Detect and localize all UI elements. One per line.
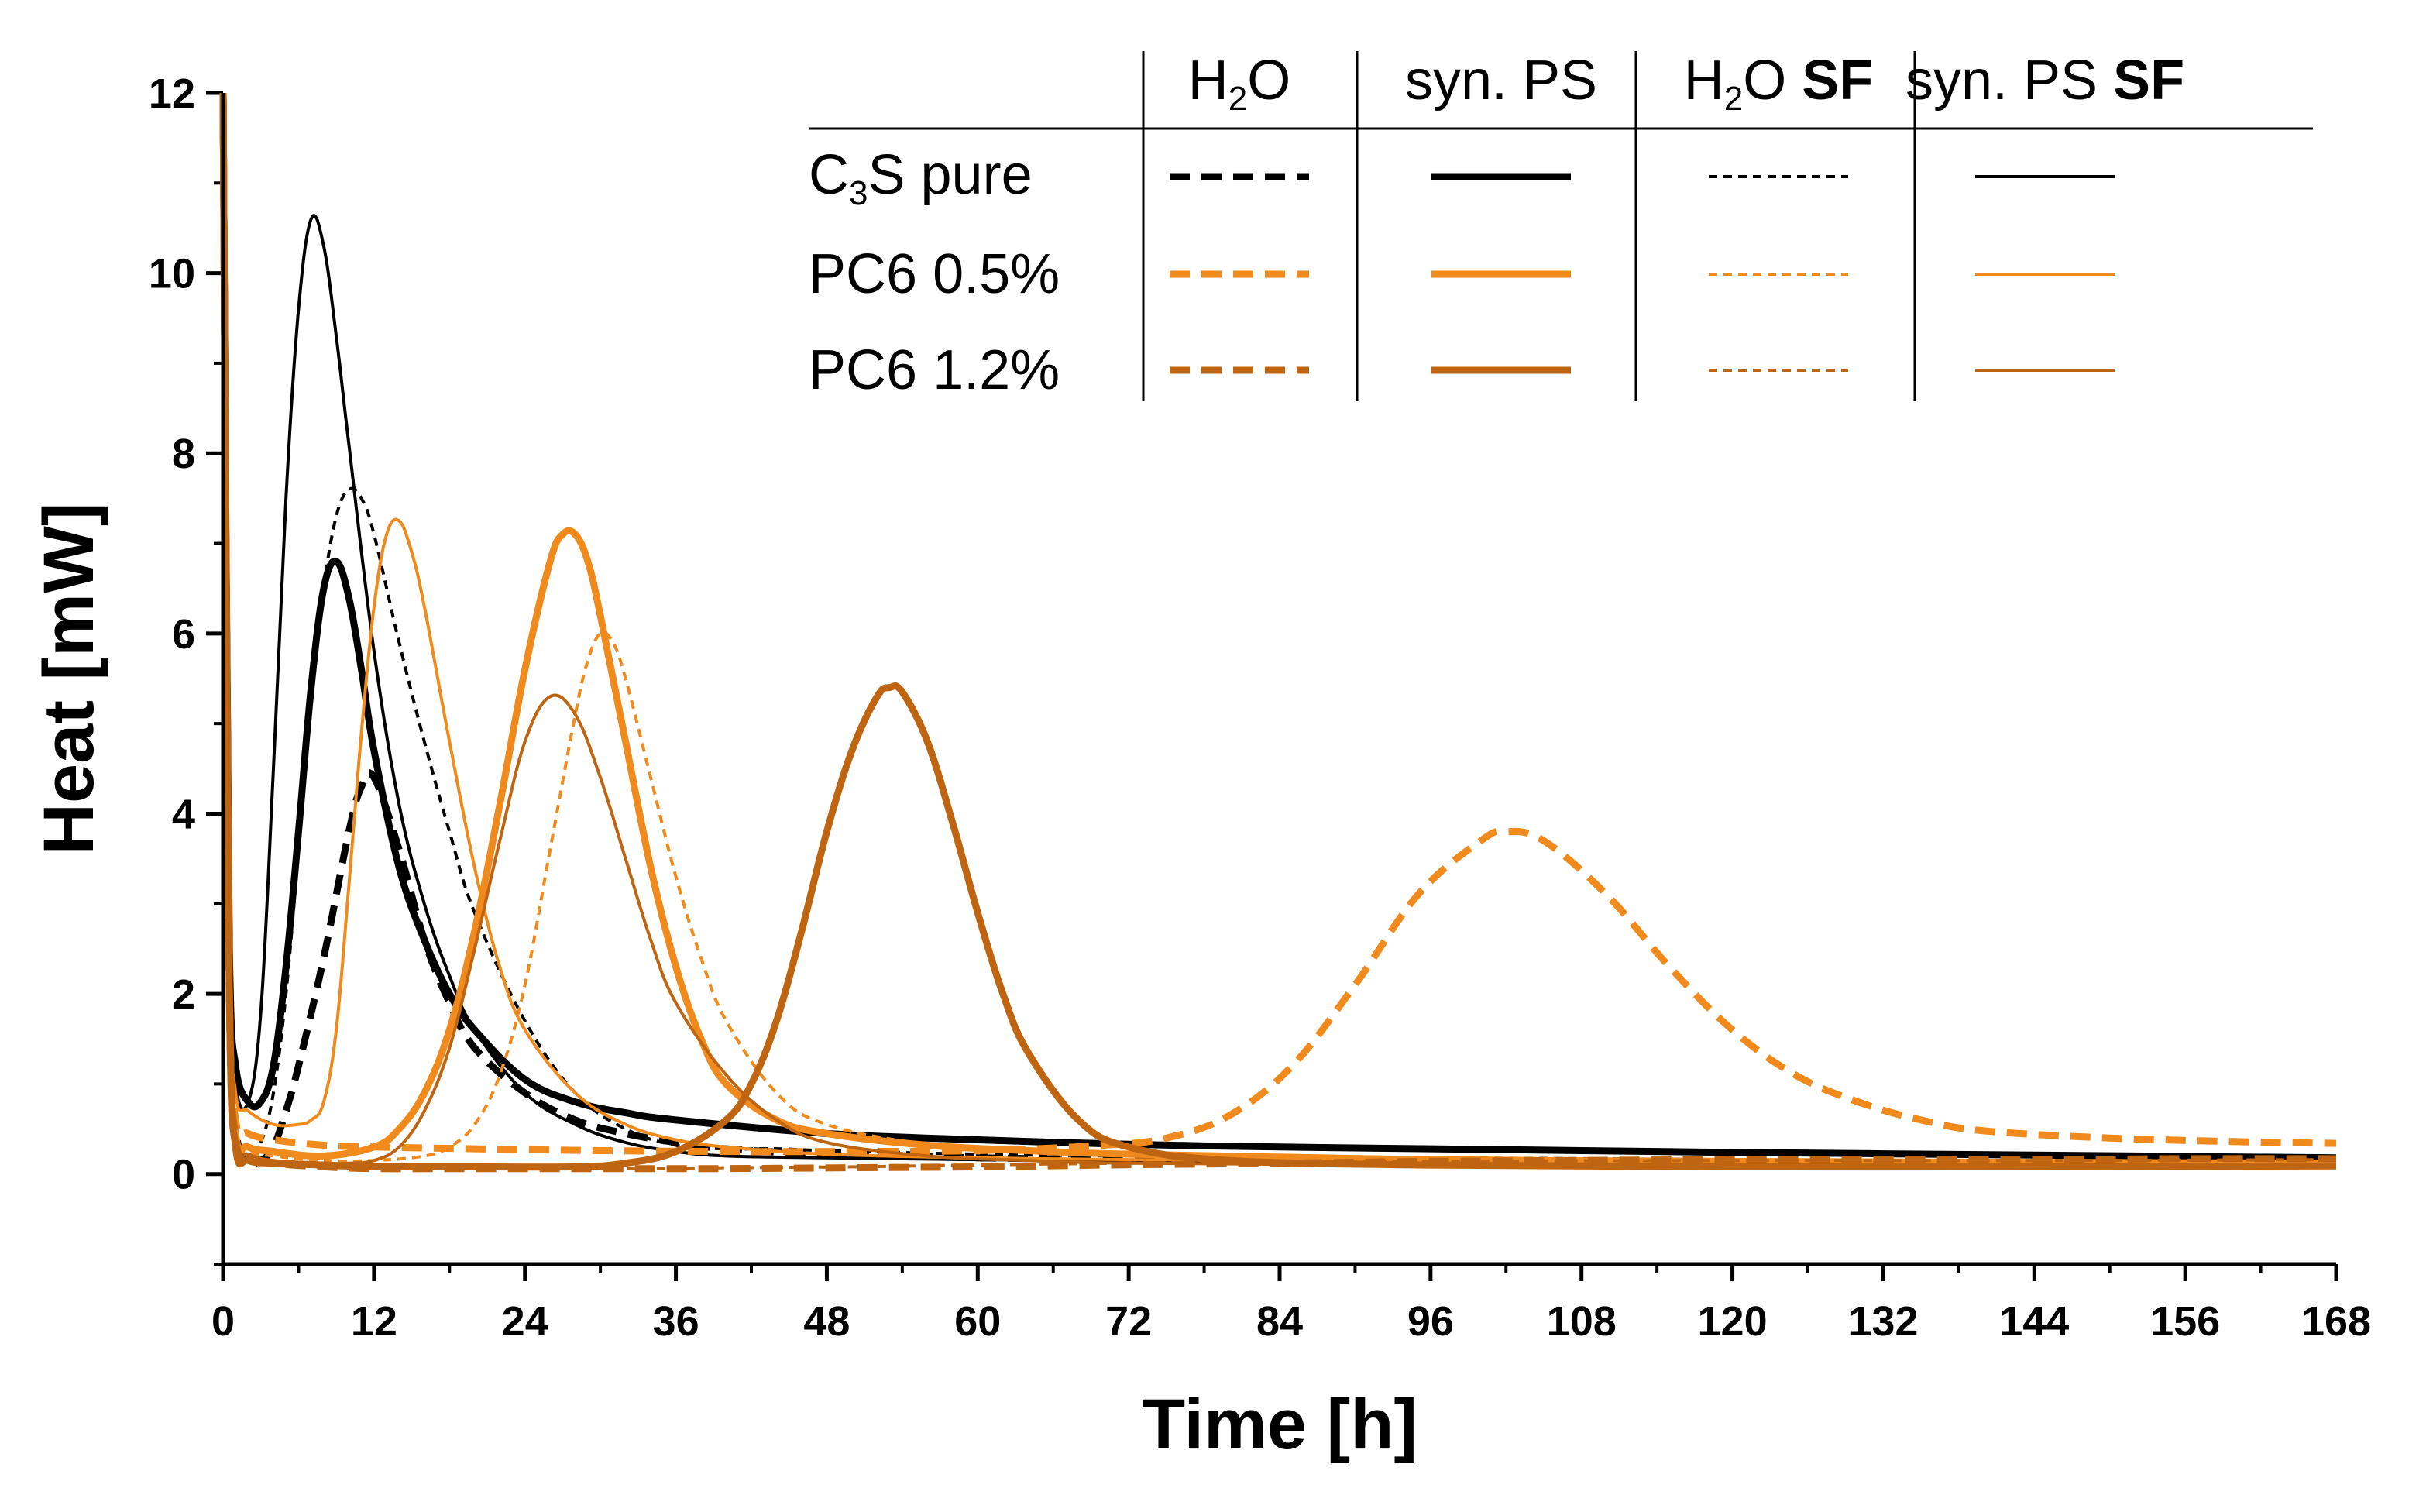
series-line-pc6_12-solid-thin: [222, 92, 2337, 1168]
legend-row-c3s-pure: C3S pure: [809, 144, 1033, 212]
series-line-c3s_pure-dashed-thick: [219, 92, 2337, 1167]
x-axis-title: Time [h]: [1142, 1385, 1417, 1464]
series-line-pc6_12-dotted-thin: [222, 92, 2337, 1170]
series-line-pc6_05-dotted-thin: [222, 92, 2337, 1165]
series-line-pc6_05-dashed-thick: [219, 92, 2337, 1156]
y-tick-label: 2: [172, 971, 195, 1018]
x-tick-label: 144: [1999, 1298, 2069, 1345]
x-tick-label: 72: [1105, 1298, 1152, 1345]
series-line-c3s_pure-solid-thin: [222, 92, 2337, 1165]
legend-swatches: [1170, 173, 2115, 374]
legend: H2O syn. PS H2O SF syn. PS SF C3S pure P…: [809, 50, 2313, 401]
legend-col-syn-ps-sf: syn. PS SF: [1905, 50, 2184, 112]
x-tick-label: 84: [1256, 1298, 1303, 1345]
x-tick-label: 132: [1848, 1298, 1918, 1345]
y-tick-label: 0: [172, 1152, 195, 1198]
x-tick-label: 168: [2301, 1298, 2371, 1345]
legend-col-h2o-sf: H2O SF: [1684, 50, 1874, 118]
series-line-pc6_05-solid-thin: [222, 92, 2337, 1165]
x-tick-label: 108: [1547, 1298, 1617, 1345]
x-tick-label: 60: [954, 1298, 1001, 1345]
series-line-pc6_12-solid-thick: [219, 92, 2337, 1171]
series-line-c3s_pure-solid-thick: [219, 92, 2337, 1162]
series-line-c3s_pure-dotted-thin: [222, 92, 2337, 1165]
series-layer: [219, 92, 2337, 1173]
x-tick-label: 24: [502, 1298, 548, 1345]
x-tick-label: 156: [2150, 1298, 2220, 1345]
y-tick-label: 4: [172, 791, 195, 837]
series-line-pc6_12-dashed-thick: [219, 92, 2337, 1173]
legend-col-syn-ps: syn. PS: [1405, 50, 1597, 112]
series-line-pc6_05-solid-thick: [219, 92, 2337, 1167]
y-axis-title: Heat [mW]: [29, 503, 108, 855]
x-tick-label: 36: [653, 1298, 699, 1345]
legend-row-pc6-05: PC6 0.5%: [809, 243, 1060, 305]
x-tick-label: 48: [803, 1298, 850, 1345]
x-tick-label: 96: [1407, 1298, 1454, 1345]
y-tick-label: 8: [172, 431, 195, 477]
legend-row-pc6-12: PC6 1.2%: [809, 339, 1060, 401]
legend-col-h2o: H2O: [1188, 50, 1291, 118]
x-tick-label: 120: [1698, 1298, 1768, 1345]
axes-layer: 0 12 24 36 48 60 72 84 96 108 120 132 144 156 16802468…: [149, 70, 2371, 1345]
y-tick-label: 10: [149, 251, 195, 297]
y-tick-label: 6: [172, 611, 195, 658]
x-tick-label: 12: [351, 1298, 397, 1345]
x-tick-label: 0: [211, 1298, 235, 1345]
y-tick-label: 12: [149, 70, 195, 117]
